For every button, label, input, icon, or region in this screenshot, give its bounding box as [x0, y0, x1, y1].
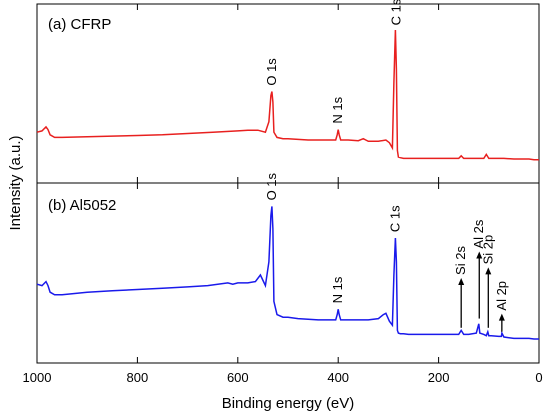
arrow-head [458, 277, 465, 285]
panel-label-a: (a) CFRP [48, 16, 111, 33]
x-tick-label: 600 [227, 370, 249, 385]
x-tick-label: 800 [127, 370, 149, 385]
arrow-label: Si 2s [453, 246, 468, 275]
x-axis-ticks: 1000 800 600 400 200 0 [23, 4, 543, 385]
series-line-cfrp [36, 29, 539, 161]
arrow-label: Si 2p [480, 235, 495, 265]
x-tick-label: 1000 [23, 370, 52, 385]
series-line-al5052 [36, 206, 539, 340]
peak-label: C 1s [387, 205, 402, 232]
peak-label: N 1s [330, 96, 345, 123]
peak-label: O 1s [264, 58, 279, 86]
x-axis-title: Binding energy (eV) [222, 395, 355, 412]
x-tick-label: 200 [428, 370, 450, 385]
arrow-head [476, 251, 483, 259]
peak-label: C 1s [388, 0, 403, 25]
panel-label-b: (b) Al5052 [48, 197, 116, 214]
peak-label: N 1s [330, 276, 345, 303]
arrow-head [485, 267, 492, 275]
arrow-label: Al 2p [494, 281, 509, 311]
y-axis-title: Intensity (a.u.) [7, 135, 24, 230]
arrow-head [498, 313, 505, 321]
peak-label: O 1s [264, 172, 279, 200]
x-tick-label: 400 [327, 370, 349, 385]
arrow-label: Al 2s [471, 219, 486, 248]
peak-annotations: O 1s N 1s C 1s O 1s N 1s C 1s [264, 0, 403, 303]
x-tick-label: 0 [535, 370, 542, 385]
